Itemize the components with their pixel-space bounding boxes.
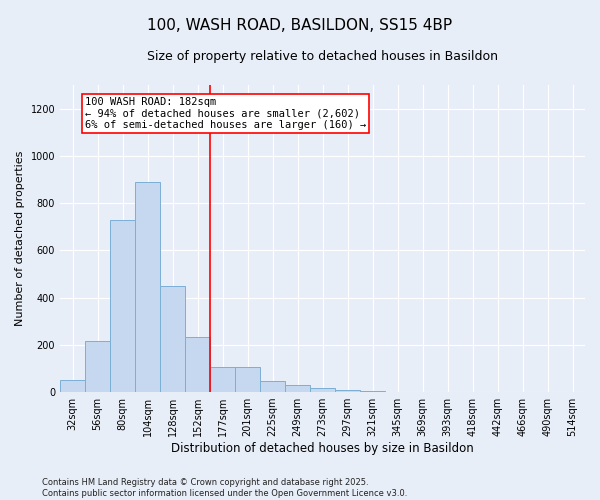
Bar: [360, 391, 385, 392]
Bar: [110, 220, 135, 392]
Bar: [335, 390, 360, 392]
Bar: [160, 286, 185, 392]
Text: Contains HM Land Registry data © Crown copyright and database right 2025.
Contai: Contains HM Land Registry data © Crown c…: [42, 478, 407, 498]
Bar: [285, 385, 310, 392]
Text: 100 WASH ROAD: 182sqm
← 94% of detached houses are smaller (2,602)
6% of semi-de: 100 WASH ROAD: 182sqm ← 94% of detached …: [85, 97, 366, 130]
Bar: [235, 368, 260, 392]
Bar: [185, 336, 210, 392]
X-axis label: Distribution of detached houses by size in Basildon: Distribution of detached houses by size …: [171, 442, 474, 455]
Bar: [210, 368, 235, 392]
Bar: [60, 380, 85, 392]
Bar: [85, 342, 110, 392]
Bar: [260, 380, 285, 392]
Bar: [310, 388, 335, 392]
Y-axis label: Number of detached properties: Number of detached properties: [15, 151, 25, 326]
Bar: [135, 182, 160, 392]
Text: 100, WASH ROAD, BASILDON, SS15 4BP: 100, WASH ROAD, BASILDON, SS15 4BP: [148, 18, 452, 32]
Title: Size of property relative to detached houses in Basildon: Size of property relative to detached ho…: [147, 50, 498, 63]
